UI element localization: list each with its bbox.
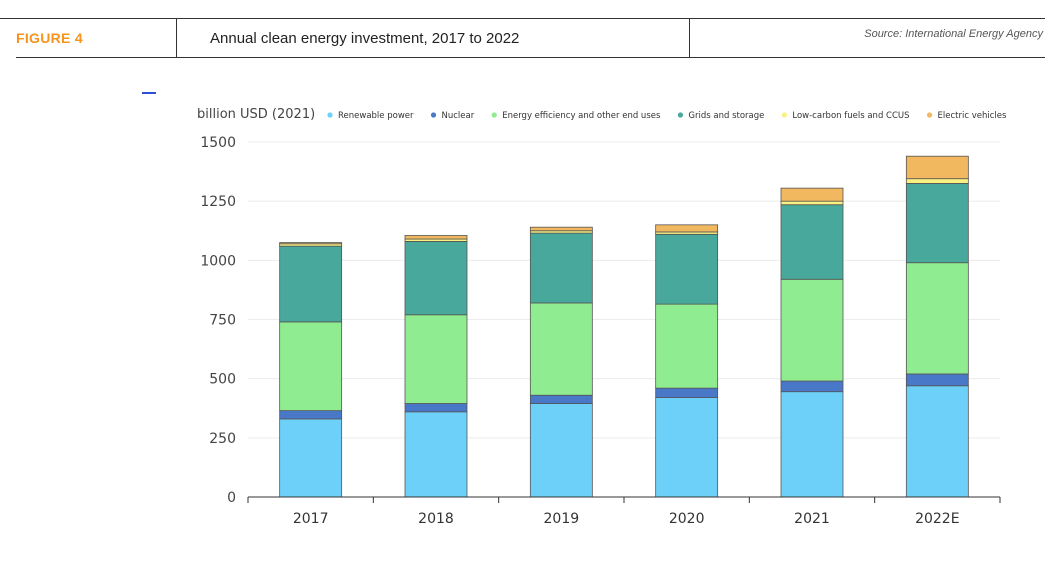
bar-segment bbox=[279, 321, 343, 412]
bar-segment bbox=[780, 278, 844, 382]
x-tick-label: 2020 bbox=[669, 511, 705, 527]
legend-swatch bbox=[926, 112, 933, 118]
bar-segment bbox=[655, 233, 719, 305]
legend-label: Low-carbon fuels and CCUS bbox=[792, 111, 909, 121]
figure-title: Annual clean energy investment, 2017 to … bbox=[210, 30, 520, 47]
bar-segment bbox=[780, 380, 844, 393]
gridlines bbox=[248, 141, 1000, 439]
bar-segment bbox=[529, 403, 593, 498]
legend-label: Grids and storage bbox=[688, 111, 764, 121]
bar-segment bbox=[529, 302, 593, 396]
bar-segment bbox=[905, 385, 969, 498]
bar-segment bbox=[279, 245, 343, 323]
header-top-rule bbox=[0, 18, 1045, 19]
legend: Renewable power Nuclear Energy efficiency … bbox=[327, 111, 1007, 121]
bar-segment bbox=[780, 200, 844, 206]
bar-segment bbox=[529, 226, 593, 232]
legend-swatch bbox=[491, 112, 497, 118]
y-tick-label: 1250 bbox=[200, 194, 236, 210]
legend-label: Electric vehicles bbox=[938, 111, 1007, 121]
y-tick-label: 1000 bbox=[200, 253, 236, 269]
bar-segment bbox=[404, 403, 468, 413]
decorative-dash bbox=[142, 92, 156, 94]
y-tick-label: 1500 bbox=[200, 135, 236, 151]
legend-label: Energy efficiency and other end uses bbox=[502, 111, 661, 121]
bar-segment bbox=[655, 387, 719, 398]
y-tick-label: 0 bbox=[227, 490, 236, 506]
bar-segment bbox=[655, 224, 719, 233]
bar-segment bbox=[529, 232, 593, 304]
bar-segment bbox=[279, 410, 343, 420]
legend-label: Nuclear bbox=[442, 111, 475, 121]
bar-segment bbox=[905, 183, 969, 264]
bar-segment bbox=[279, 242, 343, 245]
figure-label: FIGURE 4 bbox=[16, 30, 83, 46]
bar-segment bbox=[905, 373, 969, 387]
y-tick-label: 750 bbox=[209, 313, 236, 329]
bar-segment bbox=[905, 178, 969, 184]
legend-swatch bbox=[677, 112, 684, 118]
y-tick-label: 500 bbox=[209, 372, 236, 388]
x-tick-label: 2021 bbox=[794, 511, 830, 527]
x-tick-label: 2019 bbox=[544, 511, 580, 527]
x-tick-label: 2022E bbox=[915, 511, 959, 527]
bar-segment bbox=[404, 314, 468, 404]
bar-segment bbox=[404, 235, 468, 240]
figure-header: FIGURE 4 Annual clean energy investment,… bbox=[0, 0, 1057, 58]
bar-segment bbox=[529, 394, 593, 404]
bar-segment bbox=[780, 187, 844, 202]
legend-swatch bbox=[327, 112, 333, 118]
header-divider-2 bbox=[689, 18, 690, 58]
figure-source: Source: International Energy Agency bbox=[864, 28, 1043, 40]
header-divider-1 bbox=[176, 18, 177, 58]
bar-segment bbox=[404, 411, 468, 498]
bar-segment bbox=[780, 391, 844, 498]
bar-segment bbox=[655, 303, 719, 389]
y-axis-label: billion USD (2021) bbox=[197, 107, 315, 122]
bar-segment bbox=[404, 240, 468, 316]
x-tick-label: 2018 bbox=[418, 511, 454, 527]
y-tick-label: 250 bbox=[209, 431, 236, 447]
bar-segment bbox=[905, 262, 969, 375]
bars bbox=[279, 155, 969, 498]
x-tick-label: 2017 bbox=[293, 511, 329, 527]
bar-segment bbox=[905, 155, 969, 180]
bar-segment bbox=[655, 397, 719, 498]
header-bottom-rule bbox=[16, 57, 1045, 58]
legend-label: Renewable power bbox=[338, 111, 414, 121]
legend-swatch bbox=[430, 112, 437, 118]
bar-segment bbox=[279, 418, 343, 498]
axes: 0 250 500 750 1000 1250 1500 2017 2018 2019 2020 20… bbox=[200, 135, 1001, 527]
legend-swatch bbox=[781, 112, 787, 118]
bar-segment bbox=[780, 204, 844, 280]
